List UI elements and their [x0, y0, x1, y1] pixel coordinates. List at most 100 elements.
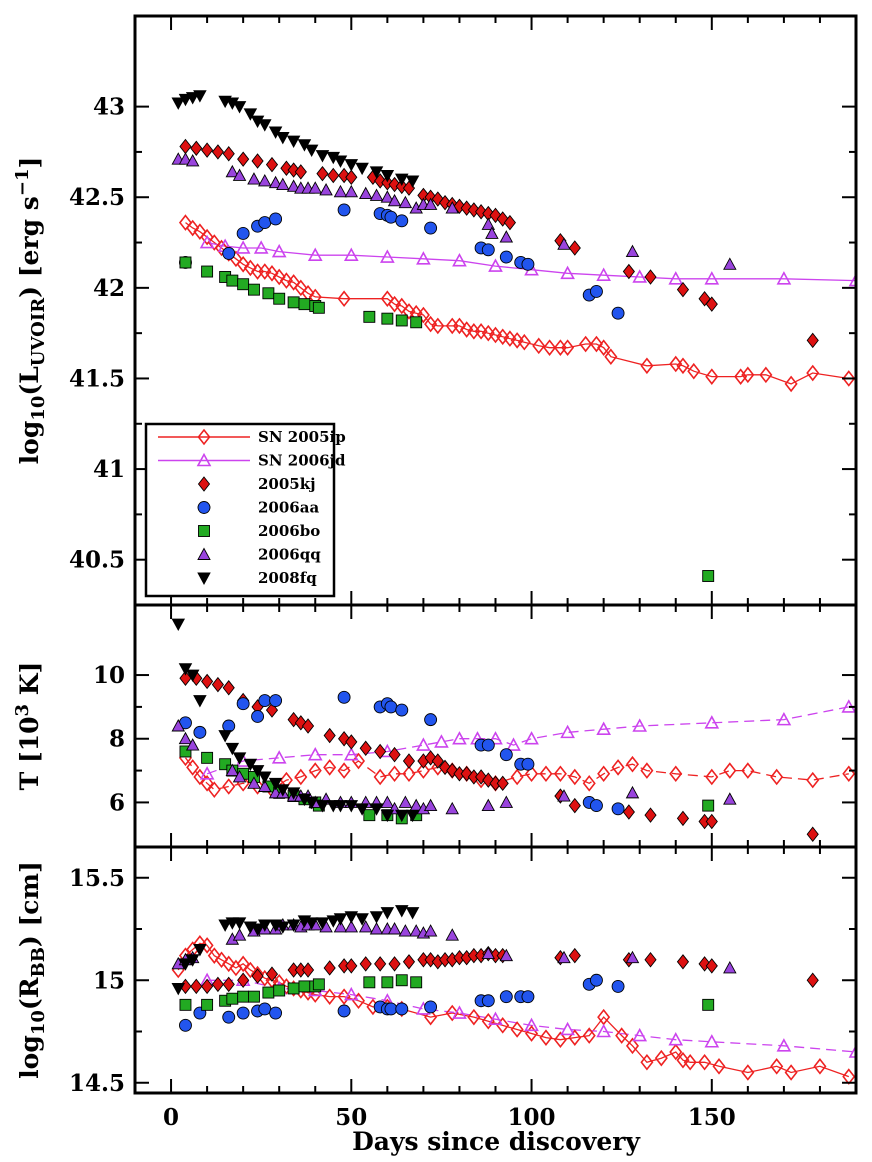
data-point-2005ip	[723, 762, 737, 779]
data-point-2006bo	[273, 292, 286, 305]
data-point-2006qq	[445, 201, 459, 214]
data-point-2005kj	[323, 727, 336, 744]
data-point-2006aa	[481, 738, 495, 752]
data-point-2005ip	[474, 323, 488, 340]
data-point-2005kj	[644, 952, 657, 968]
data-point-2005ip	[741, 762, 755, 779]
data-point-2006bo	[363, 809, 376, 822]
data-point-2006aa	[337, 690, 351, 704]
y-tick-label: 6	[109, 789, 125, 816]
data-point-2005ip	[416, 306, 430, 324]
data-point-2005ip	[236, 255, 250, 273]
y-tick-label: 10	[93, 662, 125, 689]
legend-label-2006aa: 2006aa	[258, 499, 319, 517]
data-point-2008fq	[178, 663, 193, 676]
data-point-2005ip	[615, 1027, 629, 1044]
data-point-2005kj	[327, 167, 340, 184]
data-point-2006bo	[381, 312, 394, 325]
data-point-2008fq	[250, 765, 265, 778]
data-point-2005kj	[190, 978, 203, 995]
data-point-2006qq	[178, 152, 193, 165]
data-point-2006jd	[596, 721, 611, 735]
data-point-2005ip	[669, 1043, 683, 1061]
data-point-2005ip	[654, 1049, 668, 1067]
data-point-2006jd	[560, 265, 575, 280]
series-2006qq	[171, 152, 737, 270]
data-point-2005ip	[582, 775, 596, 792]
data-point-2006qq	[358, 920, 373, 933]
data-point-2006jd	[271, 750, 287, 764]
data-point-2005ip	[200, 775, 214, 792]
data-point-2005kj	[179, 138, 192, 155]
data-point-2005ip	[705, 368, 719, 385]
data-point-2008fq	[218, 919, 232, 932]
data-point-2006qq	[185, 154, 200, 167]
data-point-2008fq	[258, 119, 272, 132]
data-point-2006qq	[481, 798, 496, 812]
data-point-2006qq	[423, 924, 438, 937]
legend-label-2006bo: 2006bo	[258, 522, 320, 540]
data-point-2005ip	[842, 370, 856, 387]
data-point-2005kj	[211, 144, 224, 160]
data-point-2005kj	[211, 676, 224, 693]
data-point-2005kj	[359, 740, 372, 757]
data-point-2005ip	[759, 366, 773, 384]
data-point-2008fq	[369, 166, 384, 179]
data-point-2005ip	[517, 333, 531, 351]
data-point-2006qq	[423, 197, 438, 210]
data-point-2005ip	[770, 1058, 784, 1075]
data-point-2008fq	[243, 108, 258, 121]
data-point-2006qq	[625, 785, 640, 799]
series-2005kj	[179, 138, 819, 349]
data-point-2008fq	[171, 618, 186, 632]
data-point-2005kj	[345, 734, 358, 750]
data-point-2006jd	[488, 731, 503, 745]
data-point-2008fq	[286, 919, 301, 932]
data-point-2005kj	[265, 156, 279, 173]
data-point-2006jd	[524, 1017, 539, 1032]
data-point-2006bo	[312, 978, 325, 991]
data-point-2005kj	[190, 140, 203, 157]
data-point-2005ip	[222, 778, 236, 795]
data-point-2008fq	[380, 170, 395, 183]
y-tick-label: 42	[93, 275, 125, 302]
data-point-2008fq	[243, 758, 258, 772]
data-point-2005ip	[373, 768, 387, 786]
data-point-2006aa	[611, 802, 625, 816]
legend-marker-2008fq	[197, 572, 211, 585]
data-point-2005kj	[676, 954, 690, 970]
data-point-2006qq	[358, 186, 373, 200]
data-point-2006qq	[387, 193, 402, 207]
data-point-2006aa	[236, 1006, 250, 1020]
data-point-2005kj	[201, 978, 214, 995]
legend: SN 2005ip SN 2006jd 2005kj 2006aa 2006bo 2006…	[144, 422, 346, 598]
data-point-2006qq	[247, 776, 261, 789]
data-point-2006qq	[232, 168, 247, 181]
data-point-2005kj	[806, 332, 819, 349]
data-point-2005ip	[503, 330, 517, 347]
data-point-2006aa	[222, 246, 236, 260]
data-point-2008fq	[333, 155, 348, 168]
data-point-2005kj	[388, 956, 401, 972]
data-point-2005ip	[178, 214, 192, 231]
data-point-2005ip	[380, 290, 394, 308]
data-point-2008fq	[326, 915, 341, 928]
data-point-2006qq	[380, 795, 395, 808]
legend-label-2005ip: SN 2005ip	[258, 428, 346, 446]
legend-label-2008fq: 2008fq	[258, 569, 317, 587]
data-point-2006qq	[557, 789, 571, 802]
data-point-2005ip	[207, 947, 221, 964]
data-point-2005ip	[445, 1004, 459, 1022]
data-point-2006jd	[776, 711, 792, 726]
data-point-2006qq	[423, 798, 438, 812]
data-point-2006bo	[226, 992, 239, 1005]
legend-marker-2006aa	[197, 501, 211, 514]
data-point-2005ip	[698, 1053, 712, 1071]
data-point-2006jd	[307, 247, 323, 262]
data-point-2005ip	[243, 259, 257, 277]
data-point-2006aa	[251, 709, 265, 723]
data-point-2006bo	[287, 296, 300, 309]
data-point-2005ip	[265, 265, 279, 282]
data-point-2006aa	[337, 1004, 351, 1018]
